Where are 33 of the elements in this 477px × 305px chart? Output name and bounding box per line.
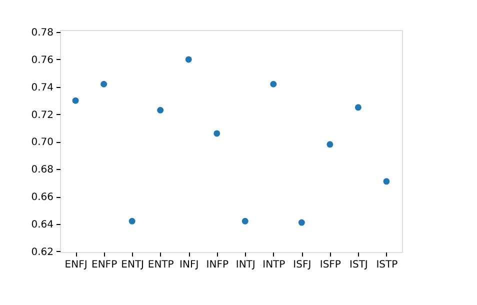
x-tick-label: ISTP	[376, 260, 398, 270]
x-tick-label: ENFP	[92, 260, 118, 270]
point	[185, 56, 192, 63]
y-tick-label: 0.74	[31, 82, 54, 94]
point	[326, 141, 334, 148]
x-tick-label: ENFJ	[64, 260, 88, 270]
y-tick-label: 0.68	[31, 164, 54, 176]
point	[157, 106, 164, 114]
x-tick-label: INFP	[206, 260, 228, 270]
point	[354, 104, 362, 111]
point	[242, 218, 248, 224]
x-tick-label: INTJ	[236, 260, 256, 270]
point	[214, 130, 220, 137]
y-tick-label: 0.72	[31, 110, 54, 121]
x-tick-label: ENTJ	[121, 260, 144, 270]
x-tick-label: INTP	[262, 260, 286, 270]
y-tick-label: 0.62	[31, 246, 54, 258]
y-tick-label: 0.78	[31, 28, 54, 39]
y-tick-label: 0.66	[31, 192, 54, 203]
point	[128, 218, 136, 224]
point	[270, 80, 277, 88]
point	[298, 219, 305, 226]
x-tick-label: INFJ	[180, 260, 199, 270]
y-tick-label: 0.70	[31, 137, 54, 148]
x-tick-label: ENTP	[148, 260, 174, 270]
point	[72, 97, 79, 104]
point	[100, 80, 108, 88]
x-tick-label: ISFP	[320, 260, 341, 270]
y-tick-label: 0.76	[31, 54, 54, 66]
y-tick-label: 0.64	[31, 219, 54, 230]
x-tick-label: ISTJ	[350, 260, 368, 270]
x-tick-label: ISFJ	[293, 260, 312, 270]
point	[383, 178, 390, 185]
